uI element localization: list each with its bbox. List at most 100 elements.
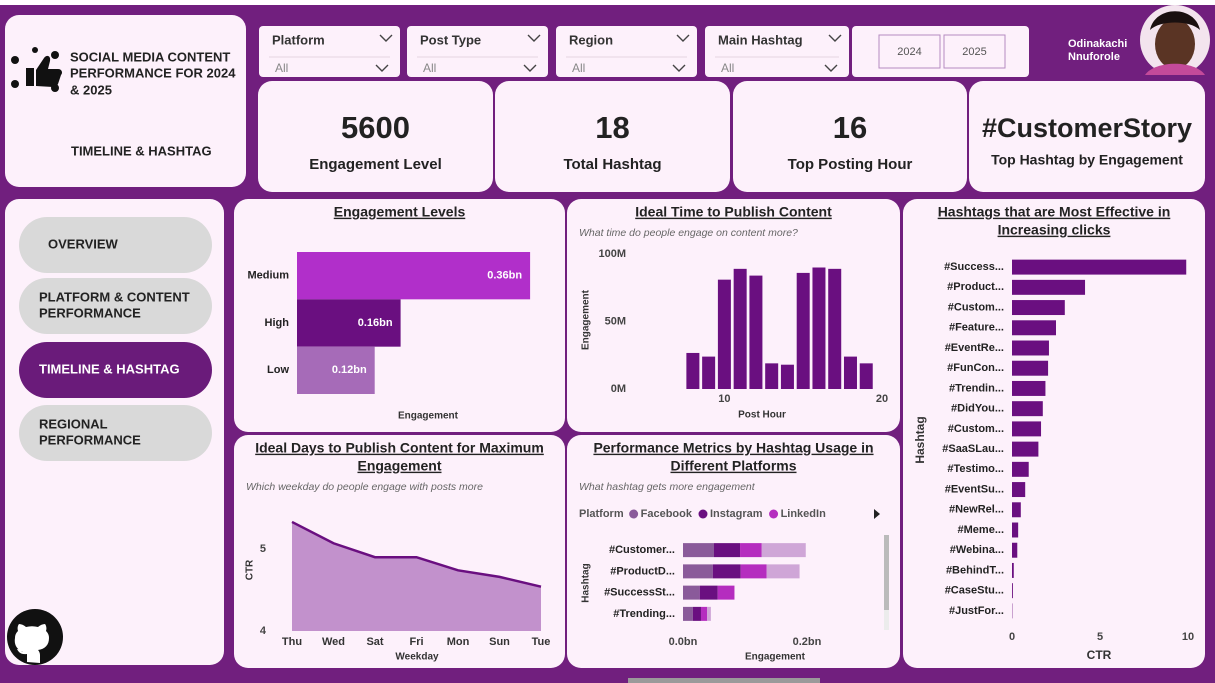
bar-segment (700, 606, 708, 621)
bar (717, 279, 731, 389)
title-panel (5, 15, 246, 187)
kpi-card (258, 81, 493, 192)
nav-button[interactable] (19, 217, 212, 273)
bar-segment (766, 564, 800, 579)
nav-label: OVERVIEW (48, 236, 119, 251)
chevron (379, 34, 393, 42)
chevron (527, 34, 541, 42)
filter-label: Platform (272, 32, 325, 47)
category-label: #FunCon... (947, 362, 1004, 374)
bar (1012, 279, 1086, 295)
nav-button[interactable] (19, 278, 212, 334)
bar-segment (717, 585, 735, 600)
filter-value: All (721, 61, 734, 75)
category-label: #Custom... (948, 423, 1004, 435)
chart-title: Different Platforms (670, 458, 796, 474)
x-tick-label: Tue (532, 636, 551, 648)
legend-label: Instagram (710, 508, 763, 520)
legend-next[interactable] (874, 509, 880, 519)
title-line: & 2025 (70, 82, 112, 97)
bar-segment (683, 606, 693, 621)
chevron (523, 64, 537, 72)
chevron (824, 64, 838, 72)
filter-box[interactable] (259, 26, 400, 77)
chart-title: Hashtags that are Most Effective in (938, 204, 1171, 220)
area (292, 521, 541, 631)
x-tick-label: 5 (1097, 631, 1103, 643)
nav-button[interactable] (19, 342, 212, 398)
chart-title: Ideal Days to Publish Content for Maximu… (255, 440, 544, 456)
bar (686, 352, 700, 389)
bar (828, 268, 842, 389)
bar (1012, 421, 1042, 437)
category-label: #EventRe... (945, 342, 1004, 354)
category-label: #Customer... (609, 544, 675, 556)
category-label: Low (267, 364, 289, 376)
x-tick-label: 10 (1182, 631, 1194, 643)
x-tick-label: Mon (447, 636, 470, 648)
legend-swatch (769, 509, 779, 519)
y-axis-label: Hashtag (913, 416, 927, 463)
title-line: SOCIAL MEDIA CONTENT (70, 49, 230, 64)
category-label: #ProductD... (610, 565, 675, 577)
x-axis-label: CTR (1087, 648, 1112, 662)
chevron (828, 34, 842, 42)
kpi-label: Top Hashtag by Engagement (991, 152, 1183, 168)
top-strip (0, 0, 1215, 5)
category-label: #Trending... (613, 608, 675, 620)
filter-box[interactable] (407, 26, 548, 77)
legend-title: Platform (579, 508, 624, 520)
y-axis-label: Engagement (581, 289, 592, 350)
chart-title: Increasing clicks (998, 222, 1111, 238)
chevron (676, 34, 690, 42)
bar-segment (683, 585, 700, 600)
bar (812, 267, 826, 389)
scroll-thumb[interactable] (884, 535, 889, 610)
bar (1012, 360, 1049, 376)
category-label: #Webina... (950, 544, 1004, 556)
year-button[interactable] (943, 34, 1006, 69)
bar-segment (740, 543, 762, 558)
bar-segment (707, 606, 711, 621)
bar (1012, 542, 1018, 558)
legend-swatch (629, 509, 639, 519)
bar-segment (740, 564, 767, 579)
value-label: 0.12bn (332, 364, 367, 376)
category-label: #JustFor... (949, 605, 1004, 617)
x-tick-label: Wed (322, 636, 345, 648)
filter-box[interactable] (556, 26, 697, 77)
bar (1012, 502, 1021, 518)
title-line: PERFORMANCE FOR 2024 (70, 65, 236, 80)
bar-segment (761, 543, 806, 558)
filter-box[interactable] (705, 26, 849, 77)
category-label: #Custom... (948, 301, 1004, 313)
y-tick-label: 0M (611, 383, 626, 395)
bar-segment (714, 543, 741, 558)
y-axis-label: Hashtag (581, 563, 592, 602)
bar-segment (683, 543, 714, 558)
nav-button[interactable] (19, 405, 212, 461)
chart-subtitle: Which weekday do people engage with post… (246, 481, 483, 493)
bar (1012, 259, 1187, 275)
logo-icon (11, 47, 62, 92)
x-tick-label: Sun (489, 636, 510, 648)
chart-title: Performance Metrics by Hashtag Usage in (593, 440, 873, 456)
chart-title: Ideal Time to Publish Content (635, 204, 832, 220)
bar (1012, 461, 1029, 477)
legend-label: Facebook (641, 508, 693, 520)
category-label: #Success... (944, 261, 1004, 273)
x-tick-label: 10 (718, 393, 730, 405)
bar (1012, 441, 1039, 457)
x-tick-label: 0 (1009, 631, 1015, 643)
filter-value: All (572, 61, 585, 75)
bar (297, 252, 531, 300)
kpi-label: Engagement Level (309, 156, 442, 173)
category-label: #SuccessSt... (604, 587, 675, 599)
filter-label: Region (569, 32, 613, 47)
x-tick-label: 20 (876, 393, 888, 405)
year-button[interactable] (878, 34, 941, 69)
bar (796, 272, 810, 389)
category-label: #Product... (947, 281, 1004, 293)
